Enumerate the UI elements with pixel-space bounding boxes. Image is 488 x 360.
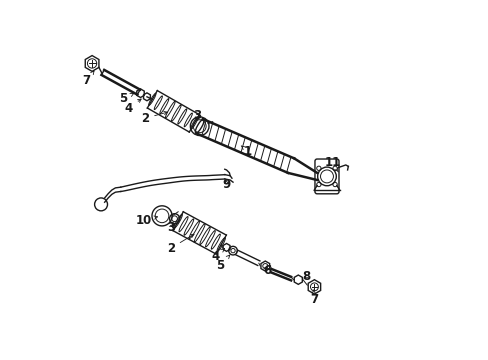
Text: 6: 6 — [263, 264, 271, 277]
Text: 7: 7 — [310, 290, 318, 306]
Text: 1: 1 — [241, 145, 252, 158]
Text: 8: 8 — [302, 270, 310, 283]
Text: 5: 5 — [119, 92, 133, 105]
Text: 9: 9 — [222, 178, 230, 191]
Text: 3: 3 — [193, 109, 201, 122]
Text: 4: 4 — [124, 99, 141, 115]
Text: 2: 2 — [141, 112, 167, 125]
Text: 3: 3 — [166, 221, 175, 234]
Text: 10: 10 — [135, 214, 157, 227]
Text: 5: 5 — [216, 255, 229, 272]
Text: 2: 2 — [166, 234, 194, 255]
Text: 4: 4 — [210, 249, 224, 262]
Text: 11: 11 — [324, 156, 340, 172]
Text: 7: 7 — [82, 71, 94, 87]
